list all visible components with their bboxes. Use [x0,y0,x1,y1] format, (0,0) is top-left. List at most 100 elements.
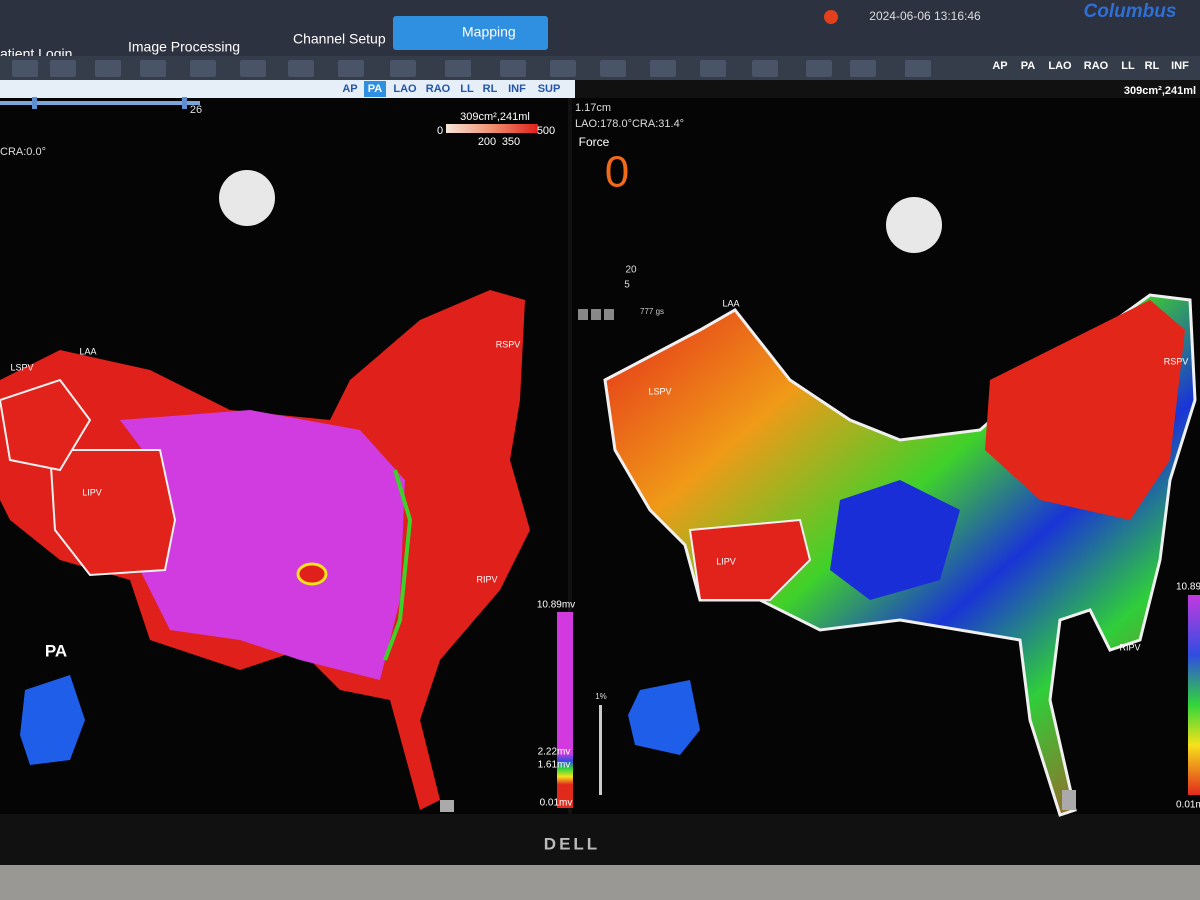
slider-track [0,101,200,105]
tool-button[interactable] [752,60,778,77]
tool-button[interactable] [806,60,832,77]
tool-button[interactable] [850,60,876,77]
indicator [604,309,614,320]
view-row [0,80,575,98]
anatomy-label: LSPV [648,386,671,396]
anatomy-label: RIPV [476,574,497,584]
anatomy-label: LIPV [716,556,736,566]
heart-icon [628,680,700,755]
tabs: atient Login Image Processing Channel Setu… [0,24,516,62]
voltage-label: 0.01m [1176,800,1200,811]
tool-button[interactable] [445,60,471,77]
tool-button[interactable] [550,60,576,77]
reference-dot [886,197,942,253]
voltage-label: 0.01mv [540,798,573,809]
distance: 1.17cm [575,102,611,114]
reference-dot [219,170,275,226]
view-button[interactable]: AP [342,83,357,95]
view-button[interactable]: INF [1171,60,1189,72]
view-button[interactable]: AP [992,60,1007,72]
scale-label: 500 [537,125,555,137]
view-button[interactable]: RL [1145,60,1160,72]
scale-label: 0 [437,125,443,137]
counter: 20 [625,265,637,276]
tool-button[interactable] [650,60,676,77]
counters: 205 [624,265,637,291]
datetime: 2024-06-06 13:16:46 [869,9,981,23]
left-map [0,290,530,812]
area-volume: 309cm²,241ml [1124,85,1196,97]
heart-icon [20,675,85,765]
view-button[interactable]: LL [460,83,474,95]
tool-button[interactable] [338,60,364,77]
force-label: Force [579,135,610,149]
orientation: LAO:178.0°CRA:31.4° [575,118,684,130]
right-map [603,293,1197,817]
voltage-bar [557,612,573,808]
toolbar-icons [12,60,931,77]
tool-button[interactable] [140,60,166,77]
voltage-bar [1188,595,1200,795]
heat-scale [446,124,538,133]
view-button[interactable]: RL [483,83,498,95]
tool-button[interactable] [390,60,416,77]
zoom-slider[interactable] [599,705,602,795]
monitor-brand: DELL [544,834,600,853]
tab[interactable]: Image Processing [128,39,240,55]
view-button[interactable]: PA [368,83,383,95]
zoom: 1% [595,692,607,701]
heat-scale-labels: 0 500 200 350 [437,125,555,148]
view-button[interactable]: SUP [538,83,561,95]
tool-button[interactable] [50,60,76,77]
left-anatomy-labels: LSPV LAA RSPV LIPV RIPV [10,339,520,584]
tab[interactable]: Channel Setup [293,31,386,47]
tool-button[interactable] [240,60,266,77]
left-view-buttons: AP PA LAO RAO LL RL INF SUP [342,81,560,97]
slider-handle[interactable] [32,97,37,109]
voltage-label: 10.89 [1176,582,1200,593]
tool-button[interactable] [600,60,626,77]
slider-handle[interactable] [182,97,187,109]
tool-button[interactable] [12,60,38,77]
area-volume: 309cm²,241ml [460,111,530,123]
tool-button[interactable] [288,60,314,77]
voltage-label: 10.89mv [537,600,575,611]
top-bar [0,0,1200,58]
anatomy-label: RSPV [496,339,521,349]
toolbar-views: AP PA LAO RAO LL RL INF [992,60,1189,72]
anatomy-label: LAA [722,298,739,308]
voltage-labels: 10.89mv 2.22mv 1.61mv 0.01mv [537,600,575,809]
scale-label: 350 [502,136,520,148]
tool-button[interactable] [190,60,216,77]
gs: 777 gs [640,307,664,316]
view-button[interactable]: RAO [1084,60,1109,72]
slider-value: 26 [190,104,202,116]
tool-button[interactable] [95,60,121,77]
indicator [578,309,588,320]
tool-button[interactable] [905,60,931,77]
anatomy-label: LAA [79,346,96,356]
tool-button[interactable] [700,60,726,77]
voltage-label: 2.22mv [538,747,571,758]
record-indicator [824,10,838,24]
view-label: PA [45,641,67,660]
active-tab[interactable] [393,16,548,50]
anatomy-label: LSPV [10,362,33,372]
tool-button[interactable] [500,60,526,77]
voltage-label: 1.61mv [538,760,571,771]
tab[interactable]: Mapping [462,24,516,40]
view-button[interactable]: INF [508,83,526,95]
counter: 5 [624,280,630,291]
anatomy-label: RIPV [1119,642,1140,652]
view-button-active[interactable] [364,81,386,97]
right-anatomy-labels: LAA LSPV RSPV LIPV RIPV [648,298,1188,652]
view-button[interactable]: PA [1021,60,1036,72]
view-button[interactable]: LL [1121,60,1135,72]
scale-label: 200 [478,136,496,148]
anatomy-label: LIPV [82,487,102,497]
voltage-labels: 10.89 0.01m [1176,582,1200,811]
view-button[interactable]: LAO [393,83,417,95]
view-button[interactable]: RAO [426,83,451,95]
indicator [591,309,601,320]
view-button[interactable]: LAO [1048,60,1072,72]
